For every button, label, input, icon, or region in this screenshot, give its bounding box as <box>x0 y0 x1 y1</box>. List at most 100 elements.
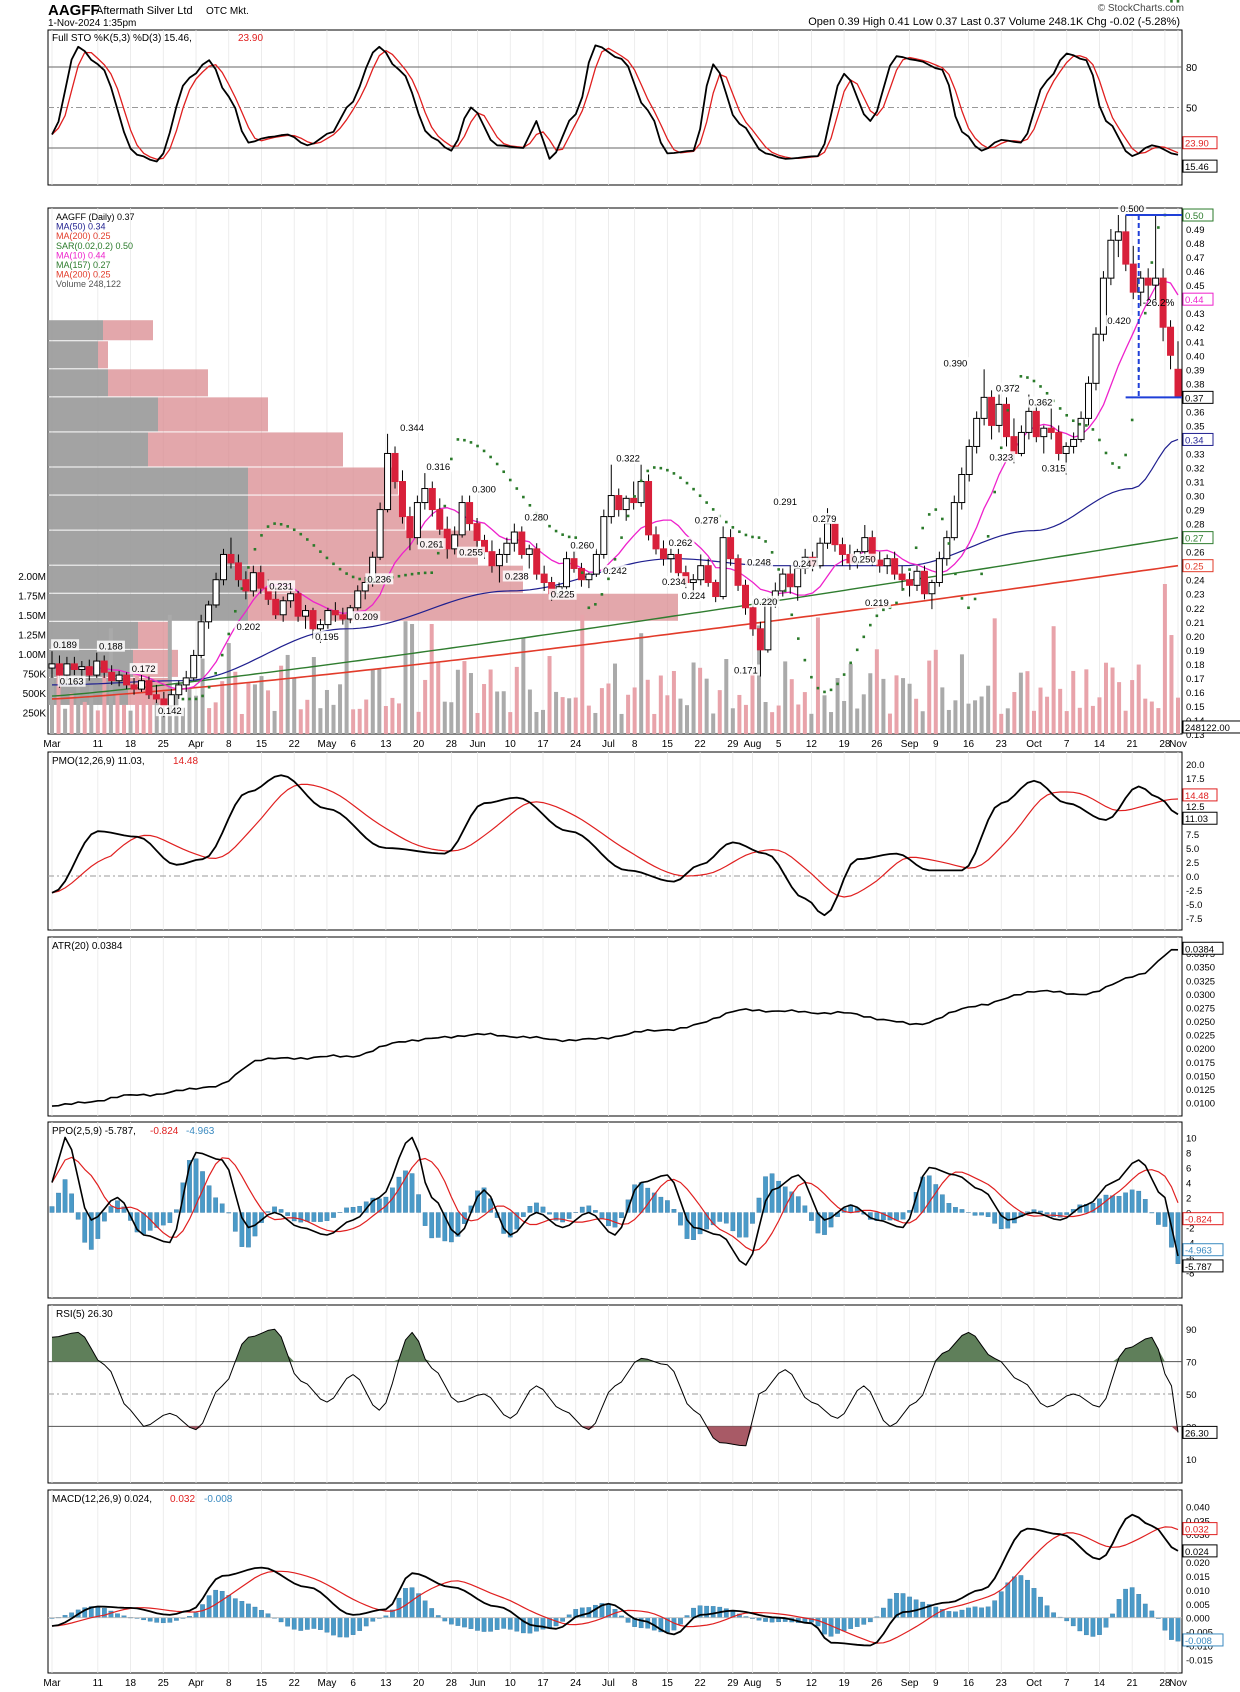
ppo-hist-bar <box>534 1202 539 1213</box>
candle-body <box>913 570 921 586</box>
macd-hist-bar <box>357 1617 363 1631</box>
x-axis-label: 7 <box>1064 739 1070 750</box>
pmo-signal-line <box>51 783 1179 898</box>
volume-bar <box>547 656 552 734</box>
atr-tick: 0.0100 <box>1186 1099 1215 1110</box>
volume-bar <box>822 695 827 734</box>
macd-hist-bar <box>1116 1599 1122 1618</box>
sar-dot <box>855 648 859 652</box>
sar-dot <box>797 637 800 640</box>
macd-hist-bar <box>514 1617 520 1632</box>
volume-bar <box>927 660 932 734</box>
ppo-hist-bar <box>638 1182 644 1213</box>
price-label-bg <box>470 483 499 495</box>
x-axis-label-bottom: 20 <box>413 1678 425 1689</box>
candle-body <box>242 579 250 592</box>
price-label: 0.390 <box>944 358 968 369</box>
sar-dot <box>764 540 767 543</box>
volume-bar <box>1058 688 1063 734</box>
ppo-hist-bar <box>828 1212 834 1228</box>
ppo-hist-bar <box>730 1212 736 1232</box>
ppo-hist-bar <box>1038 1210 1043 1213</box>
ppo-hist-bar <box>599 1212 605 1219</box>
ppo-hist-bar <box>704 1212 710 1230</box>
candle-body <box>697 565 705 581</box>
atr-tick: 0.0200 <box>1186 1044 1215 1055</box>
x-axis-label: Nov <box>1169 739 1187 750</box>
x-axis-label-bottom: 16 <box>963 1678 975 1689</box>
macd-hist-bar <box>1136 1594 1142 1618</box>
candle-body <box>749 607 757 630</box>
macd-hist-bar <box>723 1608 729 1618</box>
x-axis-label: 13 <box>380 739 392 750</box>
candle-body <box>861 537 869 553</box>
x-axis-label: 23 <box>996 739 1008 750</box>
volume-bar <box>940 687 945 734</box>
ppo-hist-bar <box>442 1212 448 1242</box>
ppo-hist-bar <box>239 1212 245 1247</box>
price-label: 0.300 <box>472 485 496 496</box>
sto-tick: 80 <box>1186 63 1198 74</box>
sar-dot <box>875 614 879 618</box>
x-axis-label-bottom: 21 <box>1127 1678 1139 1689</box>
volume-bar <box>508 712 513 734</box>
x-axis-label-bottom: 17 <box>537 1678 549 1689</box>
price-label: 0.255 <box>459 548 483 559</box>
ppo-hist-bar <box>1123 1192 1128 1213</box>
sar-dot <box>528 504 532 507</box>
candle-body <box>637 481 645 504</box>
price-legend-item: MA(200) 0.25 <box>56 231 111 241</box>
ppo-hist-bar <box>723 1212 729 1224</box>
macd-hist-bar <box>1162 1617 1168 1631</box>
candle-body <box>831 523 839 546</box>
price-label-bg <box>548 588 577 600</box>
x-axis-label: 10 <box>505 739 517 750</box>
sar-dot <box>954 572 957 576</box>
macd-hist-bar <box>108 1610 114 1618</box>
volume-bar <box>698 667 703 734</box>
x-axis-label-bottom: 28 <box>1159 1678 1171 1689</box>
volume-bar <box>1136 664 1141 734</box>
sar-dot <box>1111 462 1114 465</box>
volume-bar <box>462 661 467 734</box>
ppo-panel <box>47 1121 1183 1299</box>
ppo-hist-bar <box>102 1212 107 1222</box>
volume-bar <box>678 698 683 734</box>
ppo-tick: -6 <box>1186 1254 1194 1265</box>
x-axis-label: Apr <box>188 739 204 750</box>
x-axis-label: 15 <box>662 739 674 750</box>
x-axis-label-bottom: 11 <box>93 1678 104 1689</box>
volume-bar <box>573 697 578 734</box>
sar-dot <box>522 495 525 499</box>
ppo-hist-bar <box>174 1209 179 1213</box>
volume-bar <box>1117 682 1122 734</box>
candle-body <box>1085 382 1093 419</box>
macd-hist-bar <box>972 1606 978 1618</box>
volume-bar <box>56 669 61 734</box>
macd-hist-bar <box>370 1617 376 1622</box>
pmo-line <box>51 774 1179 917</box>
sar-dot <box>469 441 473 444</box>
price-label: 0.224 <box>682 591 706 602</box>
price-label-bg <box>502 570 531 582</box>
ppo-hist-bar <box>1044 1212 1050 1215</box>
macd-hist-bar <box>259 1610 264 1618</box>
ppo-hist-bar <box>593 1210 598 1213</box>
ppo-hist-bar <box>560 1212 565 1223</box>
volume-tick: 1.00M <box>18 650 46 661</box>
candle-body <box>898 573 906 581</box>
sar-dot <box>227 632 231 636</box>
sar-dot <box>711 508 715 511</box>
ppo-hist-bar <box>750 1212 755 1224</box>
x-axis-label-bottom: 22 <box>289 1678 301 1689</box>
ppo-hist-bar <box>737 1212 742 1238</box>
candle-body <box>824 523 832 544</box>
volume-bar <box>148 696 153 734</box>
macd-hist-bar <box>265 1613 271 1618</box>
sar-dot <box>823 690 826 694</box>
x-axis-label-bottom: Mar <box>43 1678 61 1689</box>
ppo-hist-bar <box>396 1176 402 1213</box>
macd-hist-bar <box>1051 1612 1056 1618</box>
candle-body <box>63 663 71 676</box>
macd-hist-bar <box>560 1617 565 1622</box>
